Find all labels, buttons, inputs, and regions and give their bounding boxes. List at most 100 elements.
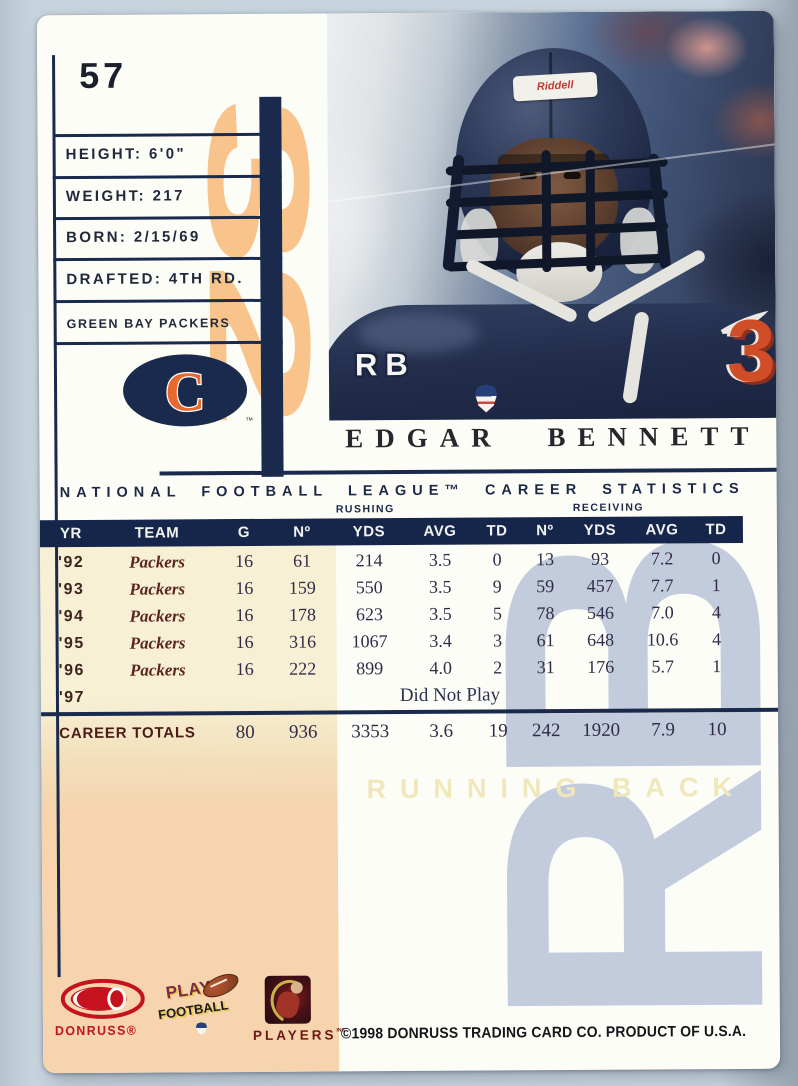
stat-cell: 10.6 xyxy=(646,629,679,650)
year-cell: '97 xyxy=(58,688,86,707)
stat-cell: 3.5 xyxy=(428,549,452,570)
donruss-logo xyxy=(60,978,145,1019)
col-no-rush: Nº xyxy=(293,523,311,541)
stat-cell: 7.2 xyxy=(650,548,674,569)
team-cell: Packers xyxy=(129,606,186,626)
stat-cell: 648 xyxy=(587,629,615,650)
col-avg-recv: AVG xyxy=(645,521,679,539)
total-cell: 1920 xyxy=(582,719,621,741)
stat-cell: 7.0 xyxy=(651,602,674,623)
table-row: '94 Packers 16 178 623 3.5 5 78 546 7.0 … xyxy=(40,599,743,630)
stat-cell: 16 xyxy=(235,658,254,680)
total-cell: 3.6 xyxy=(429,720,454,742)
stat-cell: 1067 xyxy=(351,631,388,652)
table-row: '93 Packers 16 159 550 3.5 9 59 457 7.7 … xyxy=(40,572,743,603)
col-td-recv: TD xyxy=(705,521,727,539)
facemask-bar xyxy=(541,150,552,273)
stat-cell: 16 xyxy=(235,550,254,572)
name-rule xyxy=(159,467,777,476)
bio-drafted: DRAFTED: 4TH RD. xyxy=(66,270,245,289)
bears-c-letter: C xyxy=(165,361,206,423)
stats-table-header: YR TEAM G Nº YDS AVG TD Nº YDS AVG TD xyxy=(39,515,744,548)
card-number: 57 xyxy=(79,54,128,97)
stat-cell: 3.5 xyxy=(429,603,452,624)
did-not-play-note: Did Not Play xyxy=(399,684,501,707)
player-name: EDGAR BENNETT xyxy=(345,420,761,454)
stat-cell: 457 xyxy=(586,575,614,596)
stat-cell: 61 xyxy=(293,550,312,571)
total-cell: 80 xyxy=(235,721,255,744)
year-cell: '96 xyxy=(58,661,85,680)
rushing-group-label: RUSHING xyxy=(335,503,395,516)
receiving-group-label: RECEIVING xyxy=(572,501,645,514)
play-football-logo: PLAY FOOTBALL xyxy=(157,969,242,1045)
position-label: RB xyxy=(354,346,416,383)
team-cell: Packers xyxy=(129,633,186,653)
vertical-divider-bar xyxy=(259,96,284,477)
stat-cell: 61 xyxy=(536,630,555,651)
year-cell: '93 xyxy=(58,580,85,599)
team-cell: Packers xyxy=(129,579,186,599)
stat-cell: 9 xyxy=(492,576,502,597)
stat-cell: 2 xyxy=(493,657,503,678)
col-yds-rush: YDS xyxy=(352,523,386,541)
total-cell: 19 xyxy=(488,720,508,742)
bears-logo: C xyxy=(123,354,248,427)
stat-cell: 3 xyxy=(493,630,503,651)
col-no-recv: Nº xyxy=(536,522,554,540)
players-wordmark: PLAYERSINC xyxy=(253,1027,345,1043)
stat-cell: 550 xyxy=(355,577,383,598)
total-cell: 10 xyxy=(707,719,727,741)
stat-cell: 1 xyxy=(712,656,722,677)
col-td-rush: TD xyxy=(486,522,508,540)
stat-cell: 899 xyxy=(356,658,384,679)
stat-cell: 16 xyxy=(235,604,254,626)
stat-cell: 176 xyxy=(587,656,615,677)
col-team: TEAM xyxy=(134,524,180,542)
stat-cell: 59 xyxy=(536,576,555,597)
stat-cell: 0 xyxy=(492,549,502,570)
year-cell: '95 xyxy=(58,634,85,653)
stat-cell: 16 xyxy=(235,577,254,599)
table-row: '96 Packers 16 222 899 4.0 2 31 176 5.7 … xyxy=(41,653,744,684)
stat-cell: 4 xyxy=(712,629,722,650)
stat-cell: 78 xyxy=(536,603,555,624)
total-cell: 936 xyxy=(288,721,318,743)
total-cell: 3353 xyxy=(351,721,390,743)
bio-height: HEIGHT: 6'0" xyxy=(65,145,187,164)
trading-card-back: 3 2 RB RUNNING BACK 57 HEIGHT: 6'0" WEIGH… xyxy=(36,10,781,1074)
stat-cell: 5.7 xyxy=(651,656,675,677)
stat-cell: 4.0 xyxy=(429,657,453,678)
stat-cell: 159 xyxy=(288,577,316,598)
stat-cell: 0 xyxy=(711,548,721,569)
nfl-shield-icon xyxy=(196,1022,207,1035)
copyright-line: ©1998 DONRUSS TRADING CARD CO. PRODUCT O… xyxy=(340,1022,747,1043)
jersey-digit: 3 xyxy=(726,300,777,401)
stat-cell: 7.7 xyxy=(650,575,674,596)
players-inc-logo xyxy=(264,975,311,1024)
year-cell: '94 xyxy=(58,607,85,626)
col-g: G xyxy=(237,523,251,542)
career-totals-label: CAREER TOTALS xyxy=(59,724,196,743)
stat-cell: 5 xyxy=(492,603,502,624)
stat-cell: 1 xyxy=(711,575,721,596)
stat-cell: 93 xyxy=(591,548,610,569)
donruss-wordmark: DONRUSS® xyxy=(54,1022,138,1039)
position-text-watermark: RUNNING BACK xyxy=(366,771,747,805)
stats-title: NATIONAL FOOTBALL LEAGUE™ CAREER STATIST… xyxy=(59,480,745,502)
stat-cell: 4 xyxy=(711,602,721,623)
helmet-brand-label: Riddell xyxy=(512,71,598,102)
player-photo: Riddell RB 3 xyxy=(326,10,777,421)
eye xyxy=(563,171,581,180)
bio-team: GREEN BAY PACKERS xyxy=(66,316,231,332)
col-avg-rush: AVG xyxy=(423,522,457,540)
trademark-symbol: ™ xyxy=(245,415,254,425)
table-row: '92 Packers 16 61 214 3.5 0 13 93 7.2 0 xyxy=(40,545,743,576)
col-yr: YR xyxy=(59,524,82,543)
year-cell: '92 xyxy=(58,553,85,572)
stat-cell: 31 xyxy=(536,657,555,678)
stat-cell: 13 xyxy=(536,549,555,570)
stat-cell: 3.5 xyxy=(428,576,452,597)
stat-cell: 178 xyxy=(288,604,317,625)
team-cell: Packers xyxy=(129,660,186,680)
